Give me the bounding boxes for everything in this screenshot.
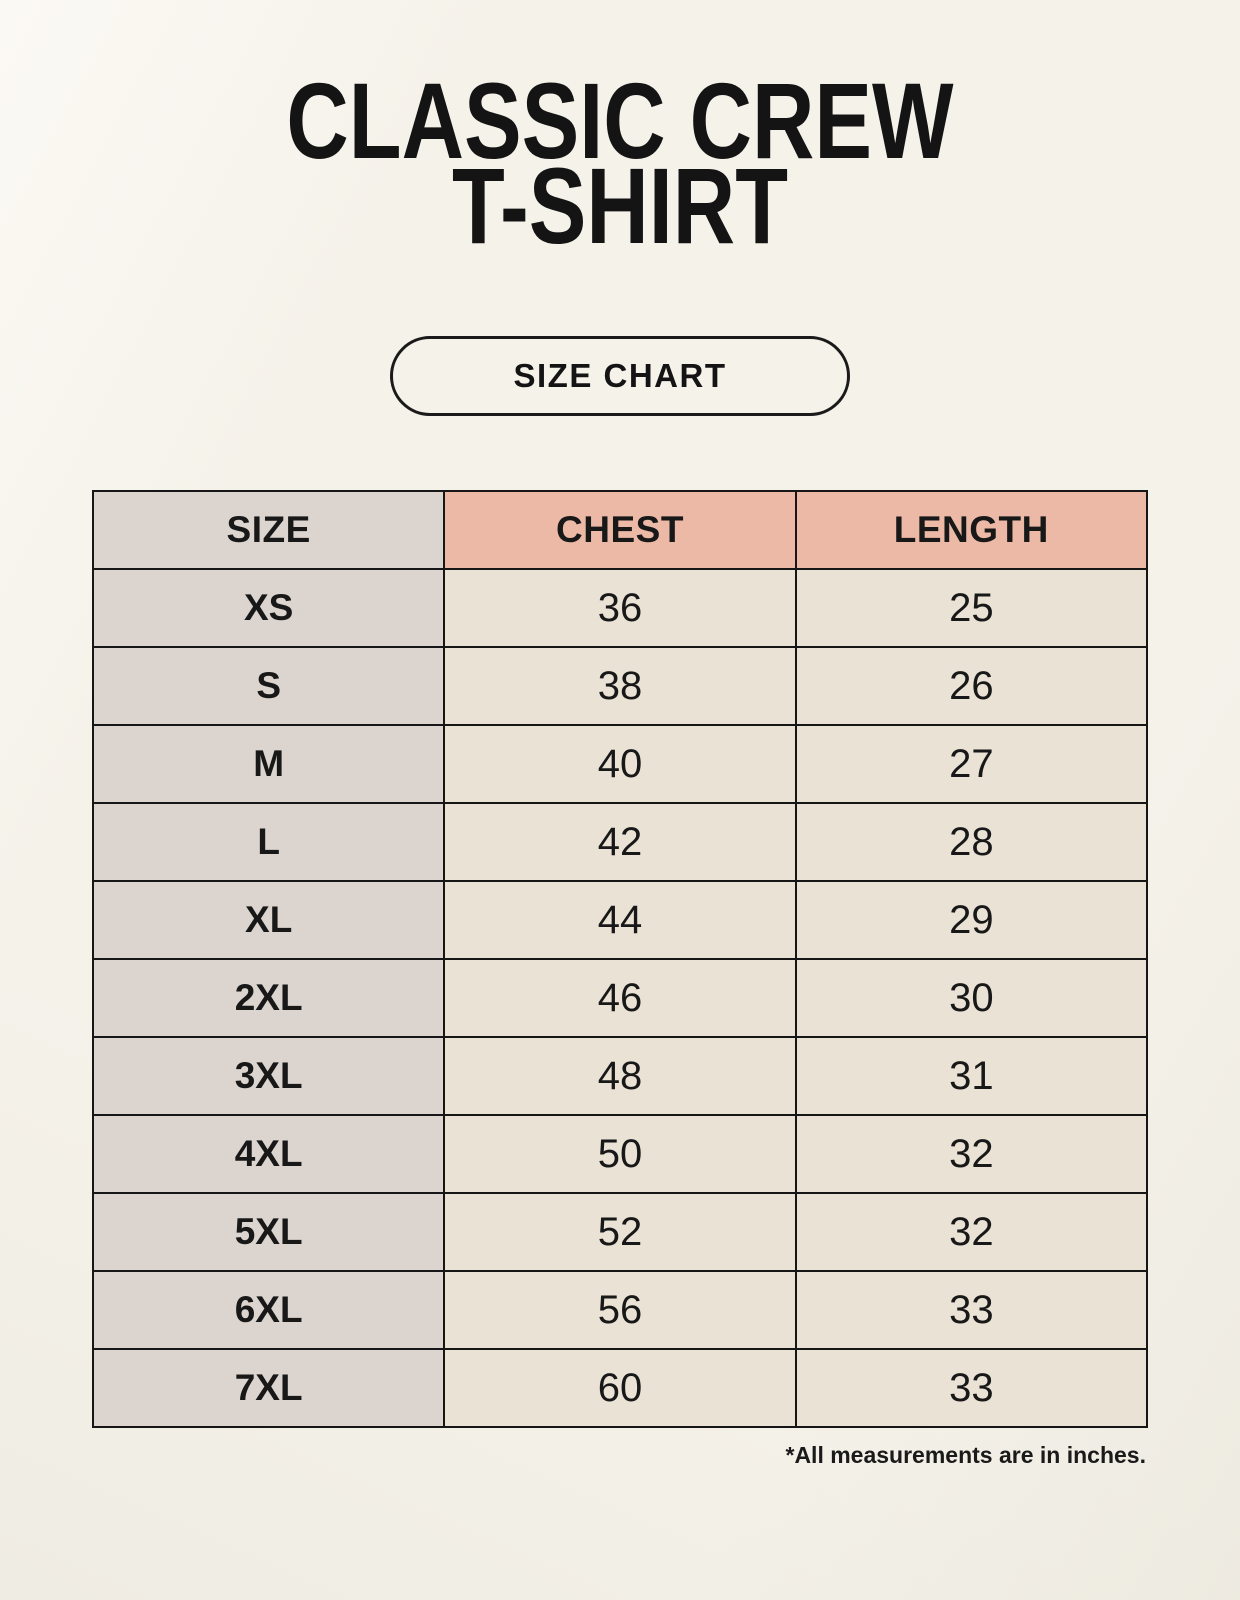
length-value: 32 [794,1192,1149,1272]
page-title-line-2: T-SHIRT [452,145,788,266]
length-value: 27 [794,724,1149,804]
table-row-m: M 40 27 [91,724,1149,804]
chest-value: 42 [443,802,797,882]
table-row-xs: XS 36 25 [91,568,1149,648]
page-title-line-1: CLASSIC CREW [286,60,954,181]
size-chart-button-container: SIZE CHART [0,336,1240,416]
size-label: 7XL [91,1348,446,1428]
size-chart-button[interactable]: SIZE CHART [390,336,850,416]
size-label: S [91,646,446,726]
length-value: 25 [794,568,1149,648]
table-row-5xl: 5XL 52 32 [91,1192,1149,1272]
chest-value: 56 [443,1270,797,1350]
length-value: 33 [794,1270,1149,1350]
table-row-l: L 42 28 [91,802,1149,882]
measurements-footnote: *All measurements are in inches. [785,1442,1147,1468]
size-label: XS [91,568,446,648]
length-value: 32 [794,1114,1149,1194]
length-value: 28 [794,802,1149,882]
chest-value: 52 [443,1192,797,1272]
chest-value: 48 [443,1036,797,1116]
size-label: 6XL [91,1270,446,1350]
length-value: 33 [794,1348,1149,1428]
size-label: 3XL [91,1036,446,1116]
table-row-4xl: 4XL 50 32 [91,1114,1149,1194]
size-label: XL [91,880,446,960]
size-chart-table: SIZE CHEST LENGTH XS 36 25 S 38 26 M 40 … [91,490,1149,1428]
length-value: 30 [794,958,1149,1038]
chest-value: 50 [443,1114,797,1194]
length-value: 29 [794,880,1149,960]
table-row-3xl: 3XL 48 31 [91,1036,1149,1116]
table-row-2xl: 2XL 46 30 [91,958,1149,1038]
chest-value: 36 [443,568,797,648]
table-header-row: SIZE CHEST LENGTH [91,490,1149,570]
length-value: 26 [794,646,1149,726]
column-header-chest: CHEST [443,490,797,570]
chest-value: 46 [443,958,797,1038]
column-header-length: LENGTH [794,490,1149,570]
size-label: M [91,724,446,804]
size-label: L [91,802,446,882]
length-value: 31 [794,1036,1149,1116]
table-row-6xl: 6XL 56 33 [91,1270,1149,1350]
column-header-size: SIZE [91,490,446,570]
size-label: 4XL [91,1114,446,1194]
chest-value: 40 [443,724,797,804]
chest-value: 38 [443,646,797,726]
page-title: CLASSIC CREW T-SHIRT [124,0,1116,266]
size-label: 5XL [91,1192,446,1272]
table-row-7xl: 7XL 60 33 [91,1348,1149,1428]
chest-value: 60 [443,1348,797,1428]
table-row-xl: XL 44 29 [91,880,1149,960]
size-label: 2XL [91,958,446,1038]
table-row-s: S 38 26 [91,646,1149,726]
chest-value: 44 [443,880,797,960]
